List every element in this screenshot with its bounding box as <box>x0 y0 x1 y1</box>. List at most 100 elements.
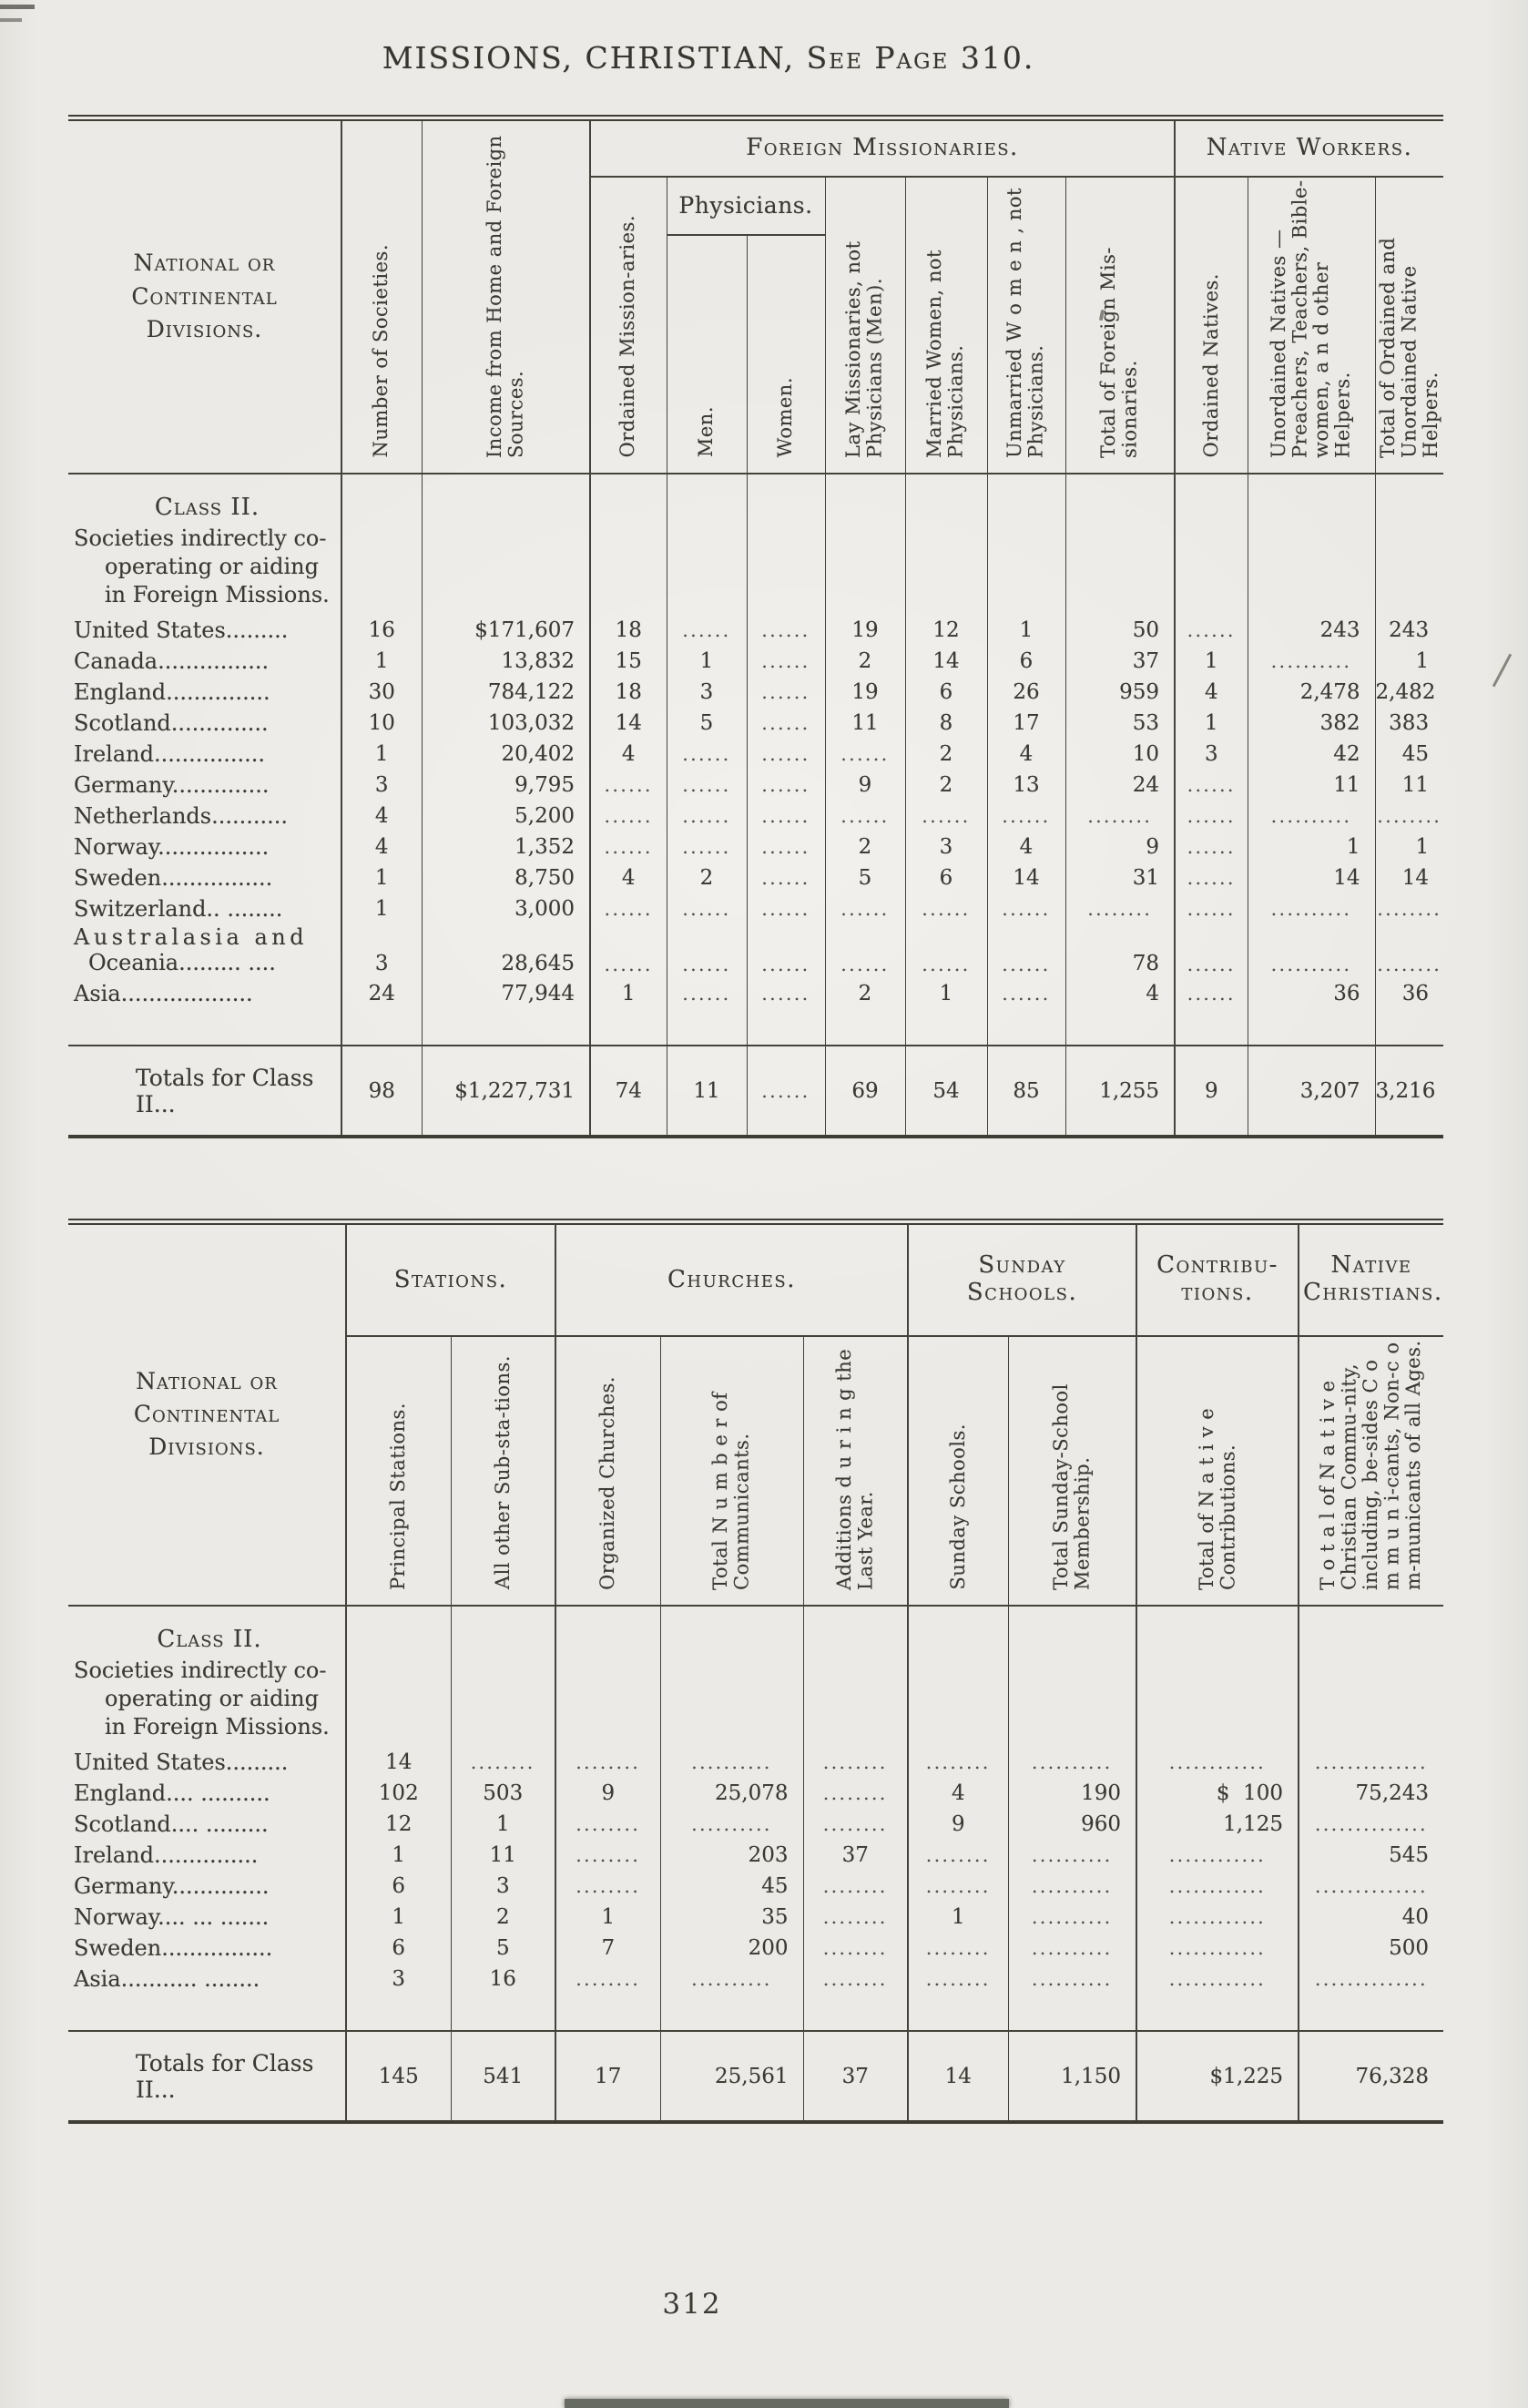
page-title: MISSIONS, CHRISTIAN, See Page 310. <box>21 40 1396 76</box>
group-sunday-schools: Sunday Schools. <box>907 1221 1137 1337</box>
table-row: Asia................... 24 77,944 1........… <box>68 978 1444 1010</box>
spacer-row <box>68 1009 1444 1046</box>
value-cell: 3 <box>345 1964 451 1995</box>
empty-cell: ...... <box>746 677 825 709</box>
empty-cell: ........ <box>555 1809 661 1841</box>
blank-cell <box>746 472 825 521</box>
empty-cell: ........ <box>555 1840 661 1872</box>
spacer-row <box>68 1995 1444 2032</box>
blank-cell <box>341 1009 422 1046</box>
blank-cell <box>1174 1009 1248 1046</box>
value-cell: 14 <box>904 646 987 678</box>
empty-cell: ...... <box>824 924 905 979</box>
row-label: Class II. <box>68 1604 346 1653</box>
title-main: MISSIONS, CHRISTIAN, <box>382 40 796 76</box>
table-row: England.... .......... 102 503 9 25,078.....… <box>68 1778 1444 1810</box>
value-cell: 17 <box>986 708 1065 740</box>
value-cell: 11 <box>666 1045 747 1138</box>
value-cell: 4 <box>907 1778 1009 1810</box>
value-cell: 1 <box>345 1840 451 1872</box>
value-cell: 2 <box>904 739 987 770</box>
blank-cell <box>904 1009 987 1046</box>
missions-table-foreign-native: National or Continental Divisions. Numbe… <box>68 115 1444 1139</box>
value-cell: 3 <box>1174 739 1248 770</box>
value-cell: 9 <box>1174 1045 1248 1138</box>
stub-header-2: National or Continental Divisions. <box>68 1222 346 1606</box>
value-cell: 541 <box>450 2030 556 2123</box>
value-cell: 3 <box>341 924 422 979</box>
blank-cell <box>904 472 987 521</box>
stub-header: National or Continental Divisions. <box>68 118 341 474</box>
empty-cell: .............. <box>1298 1871 1444 1903</box>
value-cell: 40 <box>1298 1902 1444 1934</box>
empty-cell: ...... <box>666 978 747 1010</box>
value-cell: 11 <box>450 1840 556 1872</box>
empty-cell: ...... <box>1174 924 1248 979</box>
value-cell: 203 <box>659 1840 804 1872</box>
blank-cell <box>421 1009 590 1046</box>
empty-cell: ........ <box>555 1871 661 1903</box>
value-cell: 53 <box>1065 708 1176 740</box>
blank-cell <box>1247 1009 1376 1046</box>
blank-cell <box>659 1995 804 2032</box>
value-cell: 102 <box>345 1778 451 1810</box>
value-cell: 13,832 <box>421 646 590 678</box>
col-additions-last-year: Additions d u r i n g the Last Year. <box>802 1335 909 1606</box>
value-cell: 190 <box>1007 1778 1137 1810</box>
blank-cell <box>555 1995 661 2032</box>
value-cell: 31 <box>1065 862 1176 894</box>
col-sunday-schools: Sunday Schools. <box>907 1335 1009 1606</box>
value-cell: 11 <box>824 708 905 740</box>
empty-cell: ...... <box>824 739 905 770</box>
value-cell: 75,243 <box>1298 1778 1444 1810</box>
value-cell: 76,328 <box>1298 2030 1444 2123</box>
value-cell: 959 <box>1065 677 1176 709</box>
value-cell: 243 <box>1247 615 1376 647</box>
col-principal-stations: Principal Stations. <box>345 1335 451 1606</box>
row-label: Canada................ <box>74 648 270 675</box>
heading-row: Class II. <box>68 472 1444 521</box>
blank-cell <box>1374 520 1444 616</box>
value-cell: 15 <box>589 646 667 678</box>
table-row: Germany.............. 6 3........ 45.......… <box>68 1871 1444 1903</box>
empty-cell: ...... <box>1174 801 1248 832</box>
blank-cell <box>986 472 1065 521</box>
value-cell: 500 <box>1298 1933 1444 1964</box>
table-row: Sweden................ 6 5 7 200............… <box>68 1933 1444 1964</box>
blank-cell <box>589 472 667 521</box>
value-cell: 45 <box>1374 739 1444 770</box>
row-label: England............... <box>74 679 270 706</box>
value-cell: 1,125 <box>1136 1809 1299 1841</box>
value-cell: 6 <box>904 677 987 709</box>
missions-table-stations-churches: National or Continental Divisions. Stati… <box>68 1219 1444 2125</box>
table-row: Asia........... ........ 3 16.............… <box>68 1964 1444 1995</box>
empty-cell: ........ <box>555 1747 661 1779</box>
value-cell: 69 <box>824 1045 905 1138</box>
blank-cell <box>659 1604 804 1653</box>
empty-cell: ...... <box>746 615 825 647</box>
col-ordained-natives: Ordained Natives. <box>1174 176 1248 474</box>
empty-cell: ...... <box>589 832 667 863</box>
value-cell: 1 <box>907 1902 1009 1934</box>
blank-cell <box>555 1604 661 1653</box>
title-page-ref: 310. <box>960 40 1035 76</box>
blank-cell <box>986 1009 1065 1046</box>
empty-cell: ...... <box>746 978 825 1010</box>
value-cell: 4 <box>589 862 667 894</box>
empty-cell: ........ <box>802 1871 909 1903</box>
table-row: Germany.............. 3 9,795.............… <box>68 770 1444 801</box>
value-cell: $ 100 <box>1136 1778 1299 1810</box>
empty-cell: .......... <box>1007 1840 1137 1872</box>
value-cell: 5,200 <box>421 801 590 832</box>
empty-cell: ...... <box>666 924 747 979</box>
blank-cell <box>421 472 590 521</box>
empty-cell: ............ <box>1136 1840 1299 1872</box>
blank-cell <box>345 1652 451 1748</box>
value-cell: 1 <box>986 615 1065 647</box>
empty-cell: ...... <box>589 770 667 801</box>
value-cell: 9 <box>555 1778 661 1810</box>
row-label: Scotland.............. <box>74 710 269 737</box>
empty-cell: ............ <box>1136 1933 1299 1964</box>
group-churches: Churches. <box>555 1221 909 1337</box>
row-label: Norway.... ... ....... <box>74 1904 270 1931</box>
